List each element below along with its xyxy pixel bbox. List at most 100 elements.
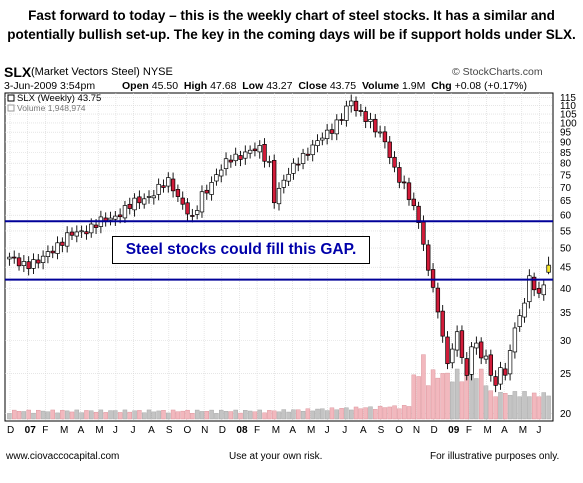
- candle-body: [474, 342, 479, 349]
- candle-body: [315, 140, 320, 146]
- volume-bar: [291, 409, 296, 420]
- chart-symbol-name: (Market Vectors Steel) NYSE: [31, 66, 173, 78]
- stockcharts-brand: © StockCharts.com: [452, 66, 543, 78]
- x-tick-label: M: [272, 425, 280, 436]
- candle-body: [194, 210, 200, 215]
- candle-body: [329, 129, 335, 134]
- volume-bar: [469, 374, 474, 420]
- candle-body: [517, 315, 522, 327]
- x-tick-label: N: [413, 425, 420, 436]
- candle-body: [541, 284, 546, 296]
- volume-bar: [55, 412, 60, 420]
- candle-body: [146, 196, 152, 198]
- candle-body: [464, 358, 469, 376]
- candle-body: [113, 215, 118, 220]
- y-tick-label: 60: [560, 211, 572, 222]
- candle-body: [344, 105, 349, 121]
- candle-body: [69, 231, 75, 236]
- candle-body: [36, 259, 41, 264]
- candle-body: [117, 214, 123, 218]
- volume-bar: [416, 376, 421, 420]
- y-tick-label: 50: [560, 244, 572, 255]
- volume-bar: [474, 378, 479, 420]
- volume-bar: [31, 412, 36, 420]
- candle-body: [305, 153, 311, 156]
- y-tick-label: 40: [560, 284, 572, 295]
- candle-body: [161, 185, 166, 188]
- volume-bar: [541, 392, 547, 420]
- candle-body: [368, 118, 373, 122]
- volume-bar: [103, 412, 108, 420]
- y-tick-label: 25: [560, 369, 572, 380]
- volume-bar: [156, 410, 161, 420]
- volume-bar: [397, 408, 402, 420]
- candle-body: [50, 250, 55, 254]
- candle-body: [382, 131, 388, 143]
- volume-bar: [69, 411, 75, 420]
- candle-body: [26, 261, 31, 270]
- volume-bar: [450, 381, 455, 420]
- x-tick-label: S: [166, 425, 173, 436]
- candle-body: [483, 355, 489, 360]
- chg-value: +0.08 (+0.17%): [454, 80, 527, 92]
- candle-body: [536, 287, 542, 294]
- volume-bar: [7, 413, 12, 420]
- candle-body: [454, 331, 460, 351]
- candle-body: [137, 196, 142, 204]
- x-tick-label: A: [501, 425, 508, 436]
- x-tick-label: A: [289, 425, 296, 436]
- candle-body: [296, 163, 301, 166]
- candle-body: [522, 302, 527, 318]
- candle-body: [493, 376, 498, 386]
- volume-bar: [166, 412, 171, 420]
- legend-swatch: [7, 104, 15, 112]
- volume-bar: [454, 368, 460, 420]
- volume-bar: [11, 409, 17, 420]
- footer-illustrative: For illustrative purposes only.: [430, 451, 560, 462]
- candle-body: [291, 162, 296, 174]
- volume-bar: [377, 405, 383, 420]
- candle-body: [416, 205, 421, 223]
- candle-body: [214, 174, 219, 182]
- candle-body: [445, 336, 450, 365]
- candle-body: [286, 173, 291, 182]
- volume-bar: [281, 409, 287, 420]
- volume-bar: [26, 409, 31, 420]
- candle-body: [93, 224, 99, 228]
- close-value: 43.75: [329, 80, 357, 92]
- high-label: High: [183, 80, 208, 92]
- candle-body: [377, 131, 383, 134]
- volume-bar: [238, 412, 243, 420]
- candle-body: [108, 217, 113, 221]
- volume-bar: [45, 411, 51, 420]
- candle-body: [421, 221, 426, 245]
- y-tick-label: 105: [560, 110, 577, 121]
- volume-bar: [344, 407, 349, 420]
- volume-bar: [199, 411, 205, 420]
- candle-body: [31, 259, 36, 269]
- volume-bar: [117, 412, 123, 420]
- x-tick-label: F: [466, 425, 472, 436]
- volume-bar: [411, 374, 417, 420]
- volume-bar: [223, 411, 229, 420]
- volume-bar: [358, 408, 364, 420]
- x-tick-label: S: [378, 425, 385, 436]
- volume-bar: [247, 410, 253, 420]
- volume-bar: [430, 369, 436, 420]
- volume-bar: [122, 409, 128, 420]
- x-tick-label: D: [431, 425, 438, 436]
- candle-body: [430, 269, 436, 288]
- volume-bar: [329, 407, 335, 420]
- x-tick-label: M: [60, 425, 68, 436]
- x-tick-label: F: [42, 425, 48, 436]
- x-tick-label: J: [325, 425, 330, 436]
- candle-body: [339, 119, 344, 121]
- candle-body: [156, 183, 161, 195]
- candle-body: [233, 153, 238, 162]
- x-tick-label: A: [78, 425, 85, 436]
- legend-label: Volume 1,948,974: [17, 103, 86, 113]
- volume-bar: [89, 410, 94, 420]
- volume-bar: [79, 412, 84, 420]
- volume-bar: [151, 411, 157, 420]
- x-tick-label: D: [7, 425, 14, 436]
